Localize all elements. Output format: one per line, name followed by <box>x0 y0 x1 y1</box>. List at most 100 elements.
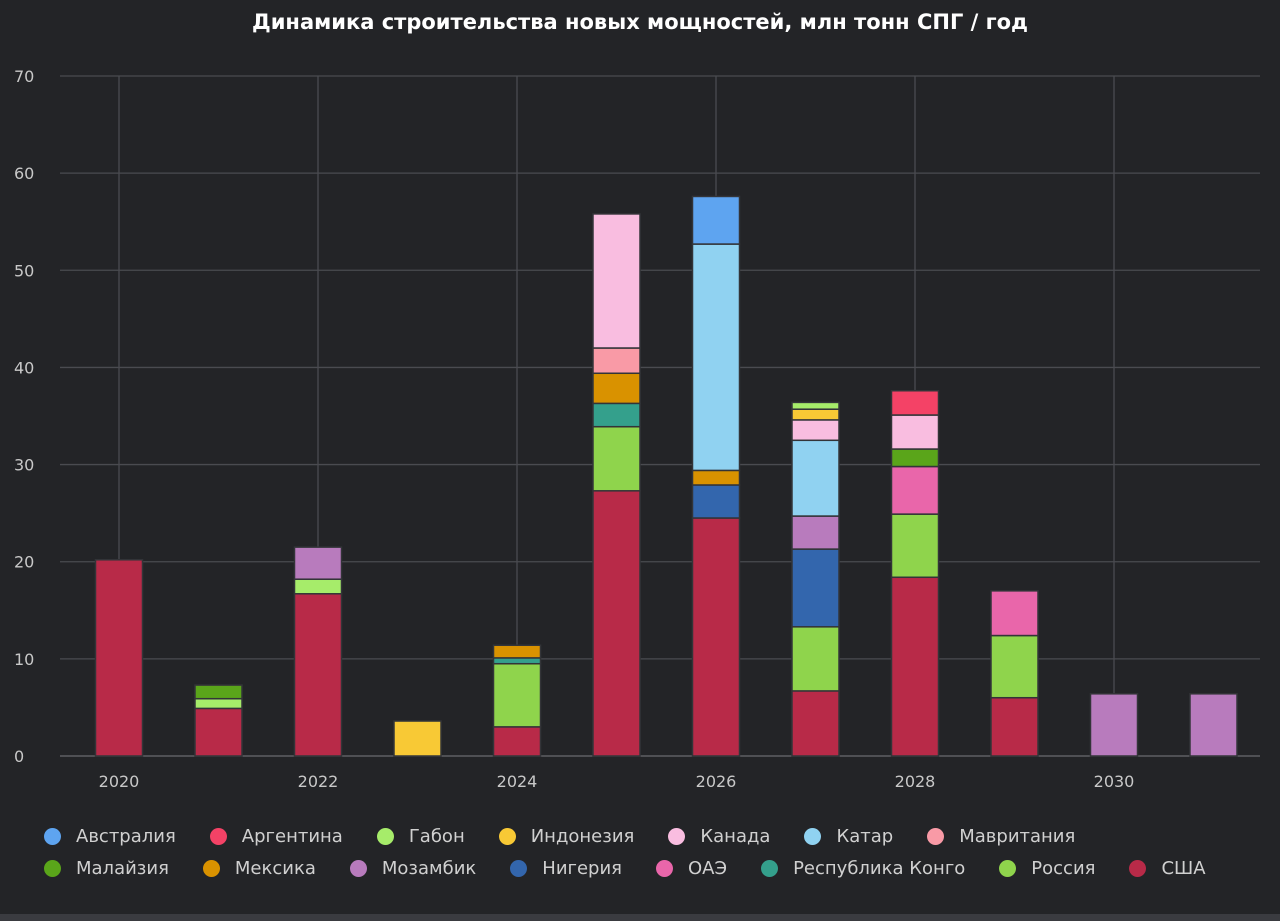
legend-marker-icon <box>804 827 822 845</box>
legend-marker-icon <box>44 859 61 877</box>
legend-item[interactable]: Австралия <box>44 826 176 847</box>
legend-label: США <box>1161 857 1206 879</box>
legend-label: Габон <box>408 825 465 847</box>
legend-row: Малайзия Мексика Мозамбик Нигерия ОАЭ Республ… <box>44 852 1264 884</box>
legend-item[interactable]: Малайзия <box>44 858 169 879</box>
bar-segment <box>890 576 940 757</box>
y-tick-label: 50 <box>14 261 34 280</box>
legend-item[interactable]: ОАЭ <box>656 858 727 879</box>
bar-segment <box>890 513 940 579</box>
legend-item[interactable]: Габон <box>376 825 465 847</box>
y-tick-label: 0 <box>14 747 24 766</box>
bar-segment <box>791 548 840 628</box>
legend-item[interactable]: Мексика <box>202 857 316 879</box>
bar-segment <box>791 401 840 410</box>
legend-label: Малайзия <box>76 857 169 879</box>
bar-segment <box>791 515 840 550</box>
legend-item[interactable]: Мозамбик <box>349 857 477 879</box>
legend-item[interactable]: Индонезия <box>498 825 635 847</box>
legend-marker-icon <box>510 859 528 877</box>
legend-item[interactable]: Канада <box>668 826 770 847</box>
bar-segment <box>492 644 542 659</box>
legend-label: Аргентина <box>241 825 343 847</box>
legend-marker-icon <box>1129 859 1147 877</box>
bar-segment <box>293 578 343 595</box>
y-tick-label: 30 <box>14 456 34 475</box>
legend-marker-icon <box>376 827 394 845</box>
bar-segment <box>492 657 542 665</box>
legend-marker-icon <box>999 859 1017 877</box>
legend-label: Мексика <box>234 857 316 879</box>
legend-label: Канада <box>700 825 771 847</box>
legend-row: Австралия Аргентина Габон Индонезия Канада Ка… <box>44 820 1264 852</box>
legend-label: Россия <box>1031 857 1096 879</box>
x-tick-label: 2026 <box>696 772 737 791</box>
bar-segment <box>194 707 243 757</box>
bar-segment <box>592 347 641 375</box>
bar-segment <box>890 465 940 515</box>
bar-segment <box>592 372 641 405</box>
bar-segment <box>691 243 741 472</box>
bar-segment <box>194 684 243 700</box>
bar-segment <box>592 213 641 349</box>
legend-label: Мавритания <box>959 825 1076 847</box>
bar-segment <box>492 662 542 728</box>
bar-segment <box>691 484 741 519</box>
legend-item[interactable]: Аргентина <box>209 825 343 847</box>
legend-marker-icon <box>349 859 367 877</box>
legend-marker-icon <box>209 827 227 845</box>
legend-marker-icon <box>927 827 945 845</box>
legend-marker-icon <box>656 859 674 877</box>
x-tick-label: 2028 <box>895 772 936 791</box>
legend-marker-icon <box>202 859 220 877</box>
legend-item[interactable]: Россия <box>999 858 1095 879</box>
legend-label: Мозамбик <box>381 857 477 879</box>
legend-marker-icon <box>498 827 516 845</box>
bar-segment <box>890 414 940 450</box>
legend-label: ОАЭ <box>688 857 728 879</box>
bar-segment <box>293 546 343 580</box>
bar-segment <box>1089 693 1139 757</box>
bar-segment <box>791 419 840 442</box>
x-tick-label: 2030 <box>1094 772 1135 791</box>
bar-segment <box>990 634 1039 699</box>
bar-segment <box>791 690 840 757</box>
legend: Австралия Аргентина Габон Индонезия Канада Ка… <box>44 820 1264 884</box>
bar-segment <box>890 448 940 468</box>
bar-segment <box>293 593 343 757</box>
legend-label: Нигерия <box>542 857 623 879</box>
bottom-border <box>0 914 1280 921</box>
bar-segment <box>791 408 840 421</box>
y-tick-label: 20 <box>14 553 34 572</box>
y-tick-label: 60 <box>14 164 34 183</box>
x-tick-label: 2020 <box>99 772 140 791</box>
bar-segment <box>990 696 1039 757</box>
bar-segment <box>890 389 940 416</box>
bar-segment <box>791 439 840 517</box>
bar-segment <box>691 469 741 486</box>
legend-item[interactable]: Республика Конго <box>761 858 965 879</box>
y-tick-label: 40 <box>14 358 34 377</box>
legend-label: Австралия <box>76 825 176 847</box>
bar-segment <box>94 559 144 757</box>
legend-label: Индонезия <box>530 825 635 847</box>
bar-segment <box>592 402 641 428</box>
legend-label: Катар <box>836 825 894 847</box>
bar-segment <box>990 590 1039 637</box>
bar-segment <box>592 490 641 757</box>
bar-segment <box>393 720 442 757</box>
bar-segment <box>791 626 840 692</box>
legend-marker-icon <box>44 827 61 845</box>
legend-label: Республика Конго <box>793 857 966 879</box>
chart-title: Динамика строительства новых мощностей, … <box>252 10 1028 34</box>
bar-segment <box>691 517 741 757</box>
legend-item[interactable]: США <box>1129 857 1206 879</box>
bar-segment <box>492 726 542 757</box>
legend-item[interactable]: Катар <box>804 826 893 847</box>
legend-marker-icon <box>761 859 779 877</box>
legend-item[interactable]: Мавритания <box>927 826 1075 847</box>
x-tick-label: 2022 <box>298 772 339 791</box>
legend-item[interactable]: Нигерия <box>510 858 622 879</box>
x-tick-label: 2024 <box>497 772 538 791</box>
